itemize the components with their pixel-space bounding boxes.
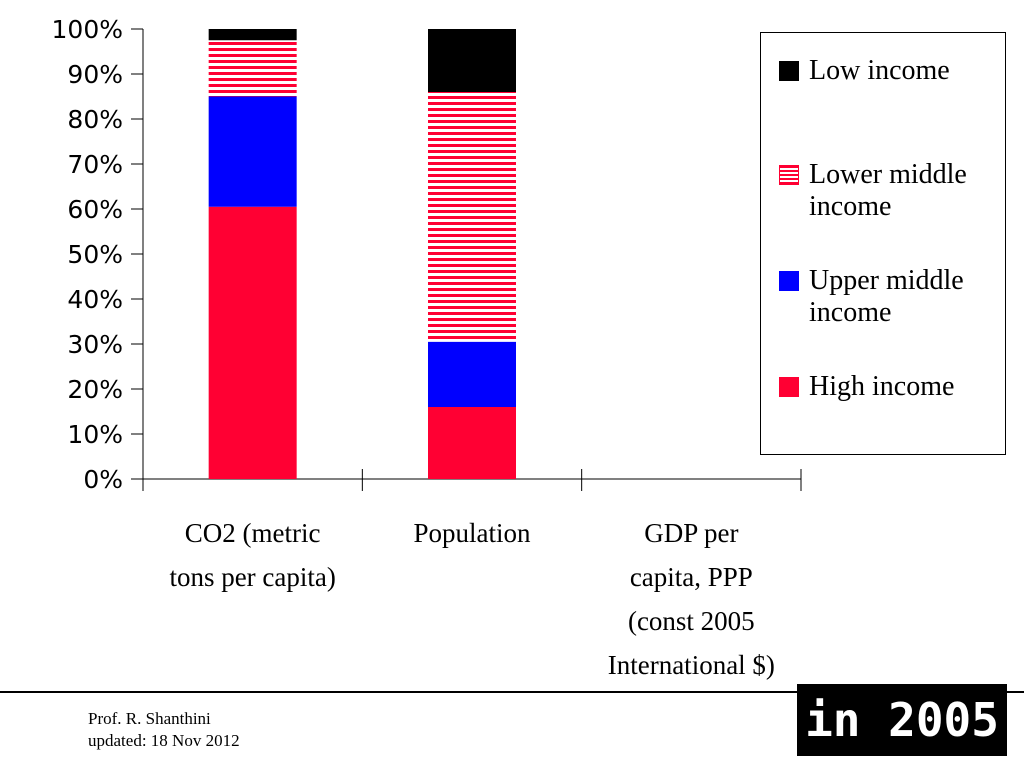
- footer-divider: [0, 691, 1024, 693]
- y-tick-label: 40%: [67, 285, 123, 314]
- y-tick-label: 30%: [67, 330, 123, 359]
- legend-label-line: Lower middle: [809, 159, 967, 190]
- x-category-label: International $): [608, 650, 775, 680]
- y-tick-label: 20%: [67, 375, 123, 404]
- bar-segment-upper-middle-income: [428, 341, 516, 407]
- x-category-label: CO2 (metric: [185, 518, 321, 548]
- y-axis: 0% 10% 20% 30% 40% 50% 60% 70% 80% 90% 100%: [52, 15, 144, 494]
- y-tick-label: 60%: [67, 195, 123, 224]
- x-category-label: tons per capita): [169, 562, 335, 592]
- x-category-labels: CO2 (metric tons per capita) Population GDP…: [169, 518, 774, 680]
- y-tick-label: 70%: [67, 150, 123, 179]
- bar-segment-lower-middle-income: [428, 92, 516, 342]
- legend-swatch-lower-middle-income: [779, 165, 799, 185]
- legend-swatch-upper-middle-income: [779, 271, 799, 291]
- legend-label-line: Low income: [809, 55, 950, 86]
- x-category-label: (const 2005: [628, 606, 755, 636]
- legend: Low income Lower middle income Upper mid…: [760, 32, 1006, 455]
- bar-segment-high-income: [428, 407, 516, 479]
- y-tick-label: 0%: [83, 465, 123, 494]
- legend-item-high-income: High income: [779, 371, 1009, 403]
- y-tick-label: 100%: [52, 15, 123, 44]
- legend-swatch-low-income: [779, 61, 799, 81]
- legend-label-line: Upper middle: [809, 265, 964, 296]
- legend-item-lower-middle-income: Lower middle income: [779, 159, 1009, 223]
- updated-date: updated: 18 Nov 2012: [88, 731, 240, 750]
- footer-credit: Prof. R. Shanthini updated: 18 Nov 2012: [88, 708, 240, 752]
- legend-item-low-income: Low income: [779, 55, 1009, 87]
- bar-segment-low-income: [208, 29, 297, 41]
- y-tick-label: 10%: [67, 420, 123, 449]
- bars: [208, 29, 516, 479]
- year-badge: in 2005: [797, 684, 1007, 756]
- legend-label-line: income: [809, 191, 892, 222]
- y-tick-label: 50%: [67, 240, 123, 269]
- y-tick-label: 80%: [67, 105, 123, 134]
- legend-swatch-high-income: [779, 377, 799, 397]
- author-name: Prof. R. Shanthini: [88, 709, 211, 728]
- y-tick-label: 90%: [67, 60, 123, 89]
- bar-segment-low-income: [428, 29, 516, 92]
- legend-item-upper-middle-income: Upper middle income: [779, 265, 1009, 329]
- bar-segment-lower-middle-income: [208, 40, 297, 97]
- bar-segment-high-income: [208, 206, 297, 479]
- legend-label-line: income: [809, 297, 892, 328]
- bar-segment-upper-middle-income: [208, 96, 297, 207]
- legend-label-line: High income: [809, 371, 955, 402]
- x-category-label: GDP per: [644, 518, 738, 548]
- x-category-label: Population: [413, 518, 531, 548]
- x-category-label: capita, PPP: [630, 562, 753, 592]
